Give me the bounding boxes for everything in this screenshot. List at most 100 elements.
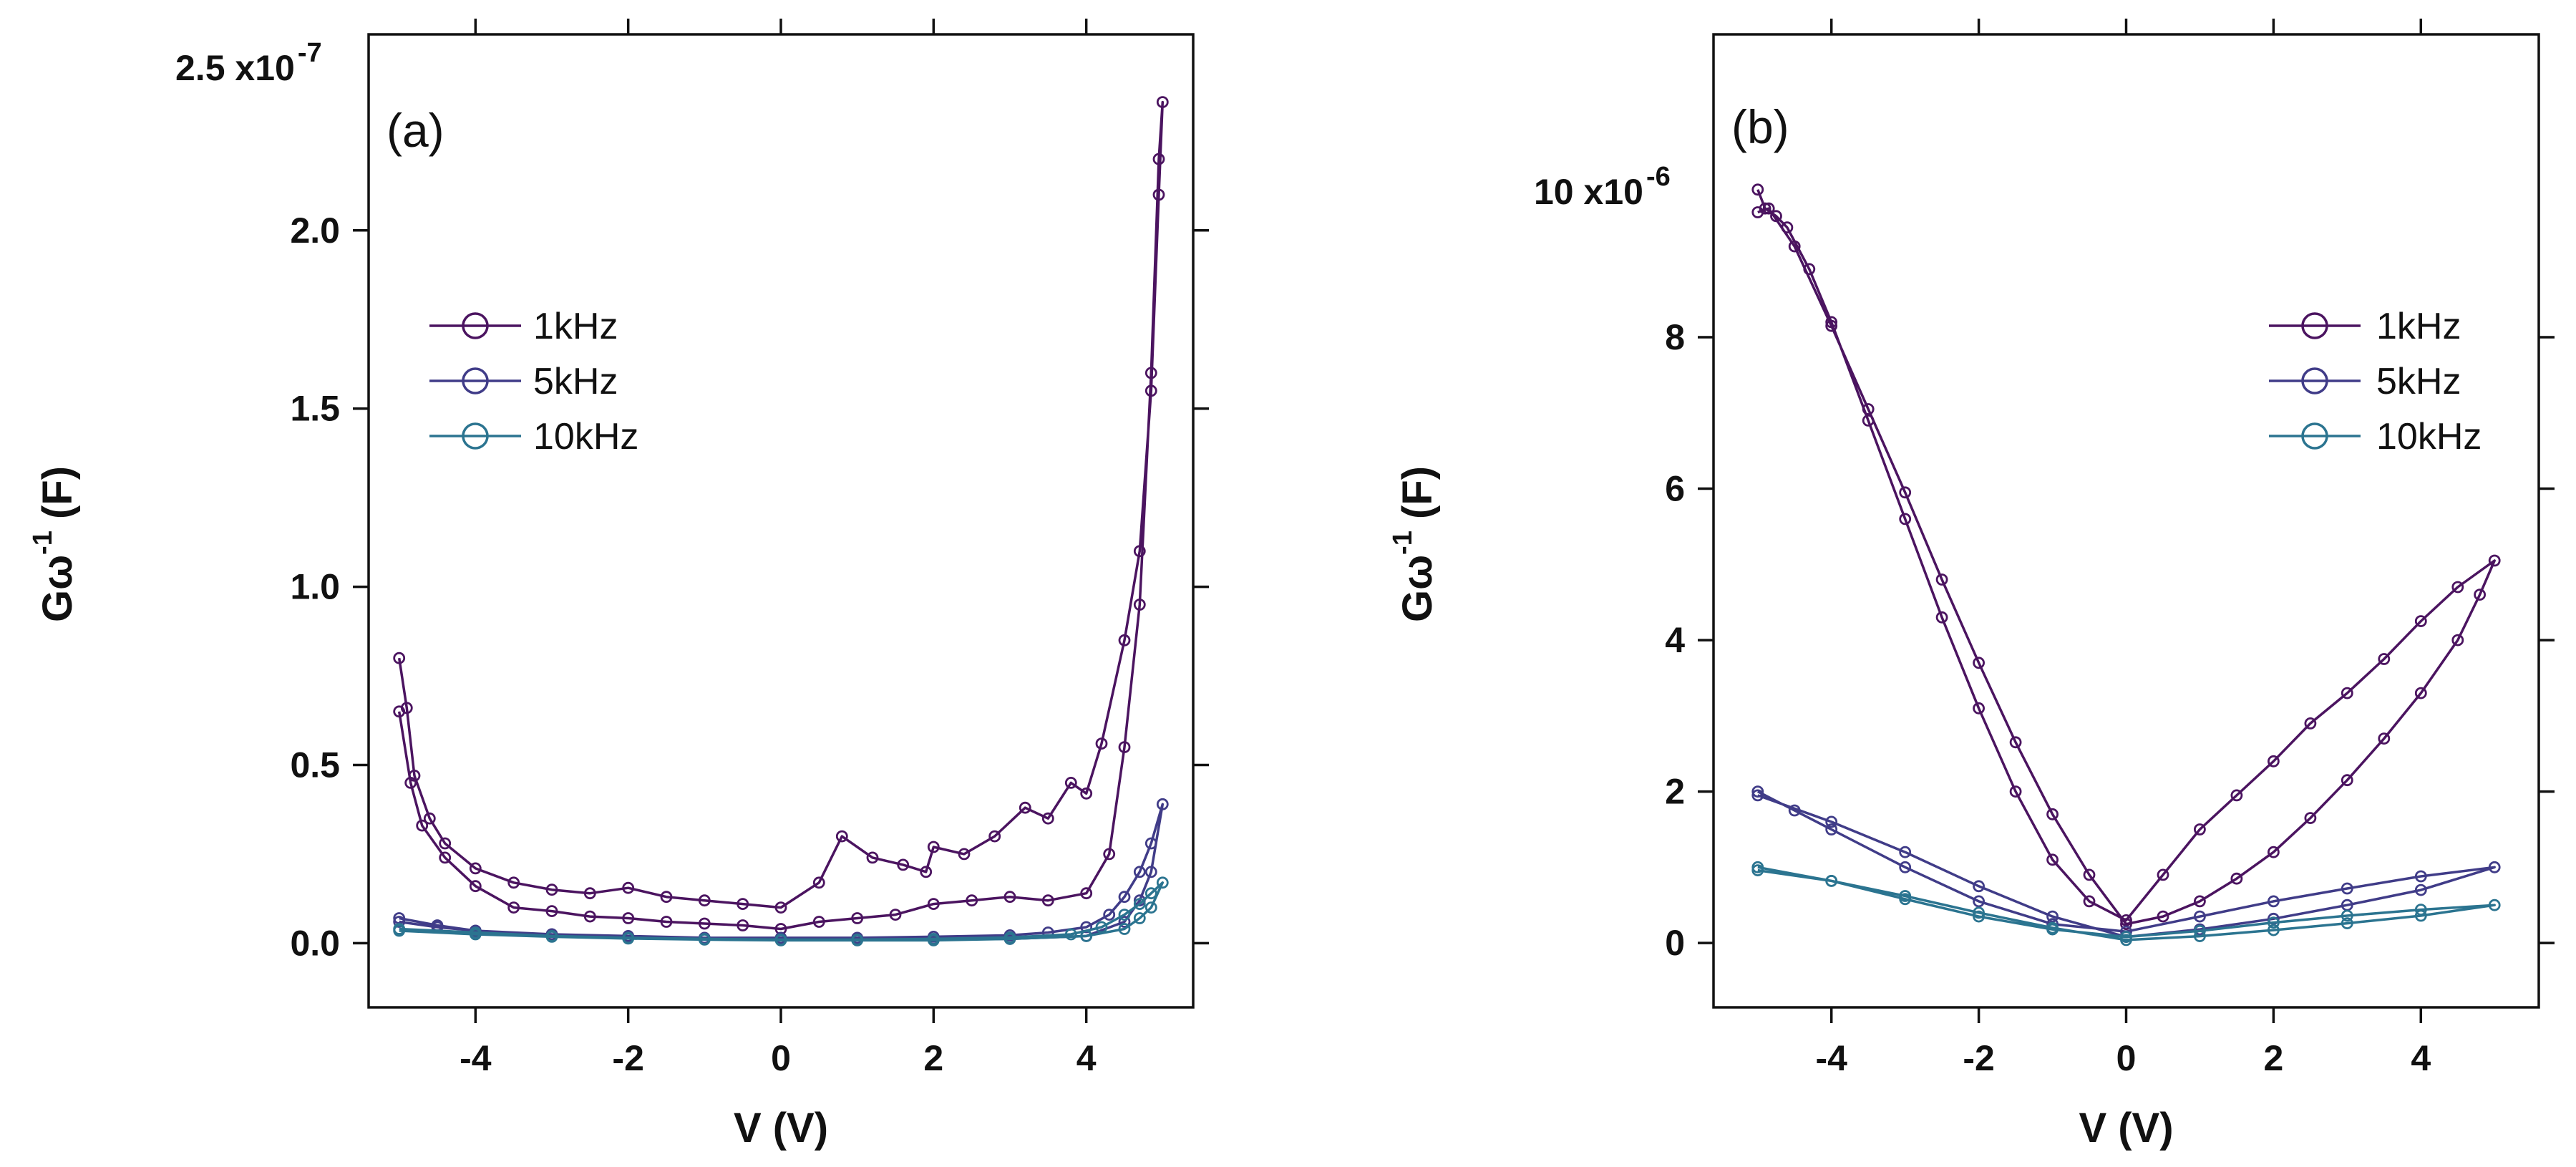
data-point <box>1144 837 1157 850</box>
data-point <box>660 916 673 928</box>
data-point <box>2341 882 2353 895</box>
series-10kHz <box>1751 861 2501 946</box>
data-point <box>2193 910 2206 923</box>
data-point <box>2046 910 2059 923</box>
data-point <box>927 898 940 910</box>
data-point <box>1899 846 1912 858</box>
data-point <box>1156 876 1169 889</box>
data-point <box>774 901 787 914</box>
data-point <box>2378 732 2391 745</box>
data-point <box>1751 206 1764 218</box>
data-point <box>2120 914 2132 926</box>
data-point <box>2304 812 2317 824</box>
x-tick-label: 2 <box>923 1038 943 1078</box>
x-tick-label: 4 <box>2411 1038 2431 1078</box>
data-point <box>1899 861 1912 873</box>
data-point <box>2488 899 2501 911</box>
data-point <box>737 898 749 910</box>
data-point <box>737 919 749 931</box>
y-tick-label: 6 <box>1665 469 1685 509</box>
x-tick-label: 4 <box>1076 1038 1097 1078</box>
data-point <box>2267 916 2280 929</box>
data-point <box>2488 554 2501 567</box>
data-point <box>1118 916 1131 928</box>
data-point <box>545 905 558 917</box>
data-point <box>2157 910 2169 923</box>
panel-label: (b) <box>1731 100 1789 153</box>
data-point <box>423 812 436 825</box>
data-point <box>2046 921 2059 934</box>
data-point <box>1133 866 1146 878</box>
data-point <box>545 883 558 896</box>
data-point <box>1935 573 1948 586</box>
panel-label: (a) <box>387 104 444 157</box>
data-point <box>1003 891 1016 904</box>
data-point <box>1973 910 1986 923</box>
data-point <box>1019 801 1031 814</box>
data-point <box>1144 384 1157 397</box>
data-point <box>851 934 864 946</box>
legend-label-1kHz: 1kHz <box>2376 306 2461 347</box>
data-point <box>507 876 520 889</box>
data-point <box>1825 823 1838 836</box>
x-axis-label: V (V) <box>2079 1105 2173 1151</box>
data-point <box>393 705 406 718</box>
chart-panel-a: -4 -2 0 2 4 0.0 0.5 1.0 1.5 2.0 2.5 x10 -7 Gω-1 (F) V… <box>28 19 1209 1151</box>
data-point <box>988 830 1001 843</box>
data-point <box>1064 777 1077 789</box>
y-axis-label-main: Gω <box>1394 555 1441 622</box>
data-point <box>1862 403 1875 415</box>
data-point <box>2267 895 2280 908</box>
legend-label-5kHz: 5kHz <box>533 361 618 402</box>
x-tick-label: 2 <box>2263 1038 2283 1078</box>
data-point <box>1003 933 1016 945</box>
y-axis-label-exponent: -1 <box>1388 531 1418 555</box>
data-point <box>897 858 910 871</box>
legend: 1kHz 5kHz 10kHz <box>429 306 638 457</box>
data-point <box>1973 702 1986 715</box>
y-scale-exponent: -6 <box>1646 162 1671 192</box>
data-point <box>927 934 940 946</box>
data-point <box>1935 611 1948 624</box>
data-point <box>2009 785 2022 798</box>
legend-marker-5kHz <box>462 367 489 394</box>
y-tick-label: 2 <box>1665 772 1685 812</box>
x-tick-label: -2 <box>612 1038 643 1078</box>
data-point <box>622 932 635 945</box>
y-axis-label-unit: (F) <box>1394 466 1441 531</box>
data-point <box>1825 319 1838 332</box>
data-point <box>1762 202 1775 215</box>
data-point <box>1862 415 1875 427</box>
data-point <box>2414 687 2427 699</box>
data-point <box>1103 909 1116 921</box>
series-line-1kHz <box>397 100 1165 931</box>
data-point <box>1118 741 1131 753</box>
x-tick-label: -4 <box>1815 1038 1847 1078</box>
data-point <box>1781 221 1794 234</box>
y-axis-label: Gω-1 (F) <box>28 466 81 622</box>
x-tick-label: 0 <box>2116 1038 2137 1078</box>
data-point <box>927 841 940 853</box>
data-point <box>2083 895 2096 908</box>
data-point <box>889 909 902 921</box>
data-point <box>1118 923 1131 935</box>
x-tick-label: -4 <box>460 1038 492 1078</box>
data-point <box>966 894 978 907</box>
data-point <box>1152 152 1165 165</box>
data-point <box>1133 898 1146 910</box>
legend-label-1kHz: 1kHz <box>533 306 618 347</box>
data-point <box>622 912 635 924</box>
data-point <box>1144 866 1157 878</box>
data-point <box>2193 930 2206 942</box>
data-point <box>1156 798 1169 810</box>
data-point <box>2474 589 2487 601</box>
legend-label-10kHz: 10kHz <box>533 416 638 457</box>
data-point <box>1133 912 1146 924</box>
data-point <box>1133 599 1146 611</box>
data-point <box>1080 921 1093 934</box>
legend-marker-10kHz <box>462 422 489 450</box>
data-point <box>2451 581 2464 594</box>
y-tick-label: 1.5 <box>290 389 340 429</box>
y-scale-label: 2.5 x10 <box>175 48 295 88</box>
data-point <box>2378 653 2391 665</box>
